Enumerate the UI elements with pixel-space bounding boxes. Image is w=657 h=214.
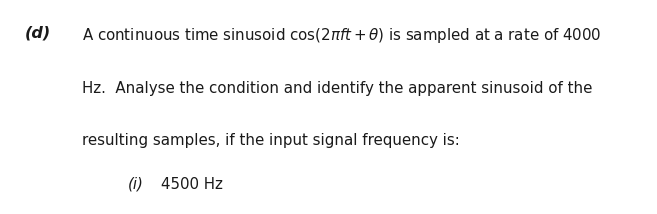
- Text: Hz.  Analyse the condition and identify the apparent sinusoid of the: Hz. Analyse the condition and identify t…: [82, 81, 593, 96]
- Text: A continuous time sinusoid $\mathrm{cos}(2\pi ft + \theta)$ is sampled at a rate: A continuous time sinusoid $\mathrm{cos}…: [82, 26, 602, 45]
- Text: (d): (d): [25, 26, 51, 41]
- Text: resulting samples, if the input signal frequency is:: resulting samples, if the input signal f…: [82, 133, 460, 148]
- Text: 4500 Hz: 4500 Hz: [161, 177, 223, 192]
- Text: (i): (i): [128, 177, 144, 192]
